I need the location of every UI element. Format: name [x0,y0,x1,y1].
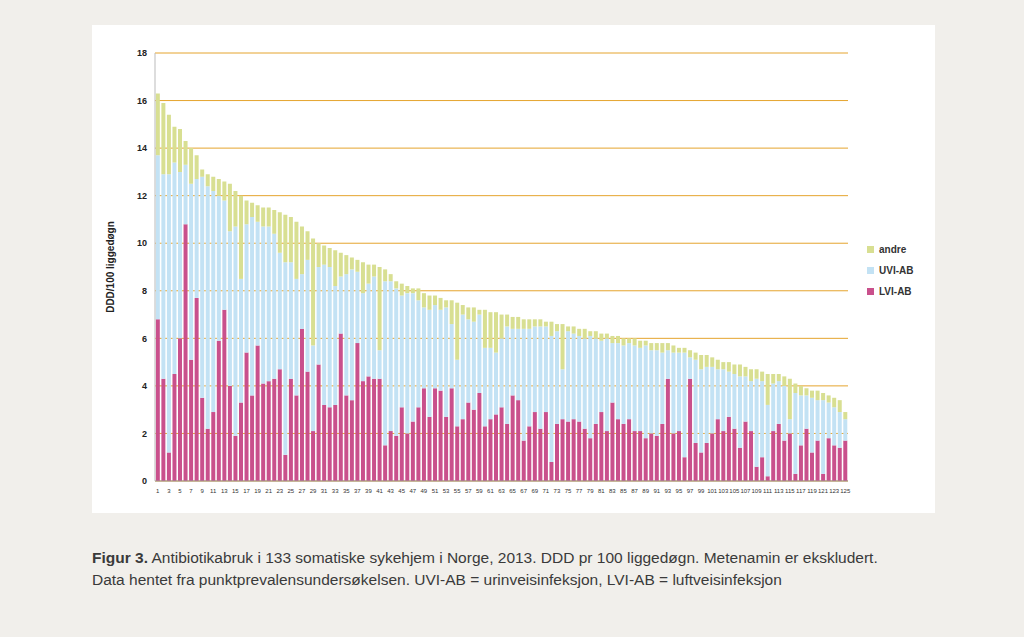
svg-text:69: 69 [531,488,538,494]
svg-text:45: 45 [398,488,405,494]
svg-text:16: 16 [137,96,147,106]
svg-text:55: 55 [454,488,461,494]
svg-text:95: 95 [676,488,683,494]
svg-text:35: 35 [343,488,350,494]
svg-text:113: 113 [774,488,784,494]
svg-text:51: 51 [432,488,439,494]
svg-text:87: 87 [631,488,638,494]
svg-text:1: 1 [156,488,160,494]
svg-text:115: 115 [785,488,795,494]
svg-text:25: 25 [287,488,294,494]
svg-text:111: 111 [763,488,773,494]
svg-text:0: 0 [142,476,147,486]
svg-text:97: 97 [687,488,694,494]
svg-text:29: 29 [310,488,317,494]
svg-text:103: 103 [718,488,729,494]
html-text:LVI-AB: LVI-AB [879,286,912,297]
svg-text:43: 43 [387,488,394,494]
svg-text:125: 125 [840,488,851,494]
svg-text:71: 71 [543,488,550,494]
svg-text:37: 37 [354,488,361,494]
svg-text:8: 8 [142,286,147,296]
svg-text:6: 6 [142,334,147,344]
svg-text:15: 15 [232,488,239,494]
svg-text:41: 41 [376,488,383,494]
svg-text:105: 105 [729,488,740,494]
svg-text:19: 19 [254,488,261,494]
svg-text:73: 73 [554,488,561,494]
svg-text:77: 77 [576,488,583,494]
svg-text:81: 81 [598,488,605,494]
svg-text:14: 14 [137,143,147,153]
svg-text:21: 21 [265,488,272,494]
svg-text:47: 47 [409,488,416,494]
svg-text:49: 49 [421,488,428,494]
svg-text:83: 83 [609,488,616,494]
svg-text:61: 61 [487,488,494,494]
svg-text:12: 12 [137,191,147,201]
svg-text:11: 11 [210,488,217,494]
svg-text:123: 123 [829,488,840,494]
svg-text:119: 119 [807,488,817,494]
svg-text:75: 75 [565,488,572,494]
svg-text:33: 33 [332,488,339,494]
svg-text:DDD/100 liggedøgn: DDD/100 liggedøgn [105,221,116,313]
svg-text:59: 59 [476,488,483,494]
svg-text:85: 85 [620,488,627,494]
svg-text:31: 31 [321,488,328,494]
svg-text:4: 4 [142,381,147,391]
svg-text:91: 91 [653,488,660,494]
svg-text:39: 39 [365,488,372,494]
svg-text:13: 13 [221,488,228,494]
svg-text:7: 7 [189,488,193,494]
svg-text:27: 27 [299,488,306,494]
svg-text:79: 79 [587,488,594,494]
svg-text:109: 109 [752,488,763,494]
svg-text:23: 23 [276,488,283,494]
svg-text:17: 17 [243,488,250,494]
svg-text:53: 53 [443,488,450,494]
svg-text:99: 99 [698,488,705,494]
svg-text:18: 18 [137,48,147,58]
svg-text:5: 5 [178,488,182,494]
svg-text:10: 10 [137,238,147,248]
svg-text:3: 3 [167,488,171,494]
svg-text:65: 65 [509,488,516,494]
svg-text:93: 93 [664,488,671,494]
svg-text:9: 9 [200,488,204,494]
svg-text:2: 2 [142,429,147,439]
svg-text:67: 67 [520,488,527,494]
svg-text:63: 63 [498,488,505,494]
svg-text:107: 107 [740,488,751,494]
svg-text:101: 101 [707,488,718,494]
svg-text:57: 57 [465,488,472,494]
html-text:Figur 3. Antibiotikabruk i 133: Figur 3. Antibiotikabruk i 133 somatiske… [92,549,878,588]
html-text:UVI-AB: UVI-AB [879,265,914,276]
svg-text:121: 121 [818,488,829,494]
html-text:andre: andre [879,244,907,255]
svg-text:89: 89 [642,488,649,494]
svg-text:117: 117 [796,488,806,494]
